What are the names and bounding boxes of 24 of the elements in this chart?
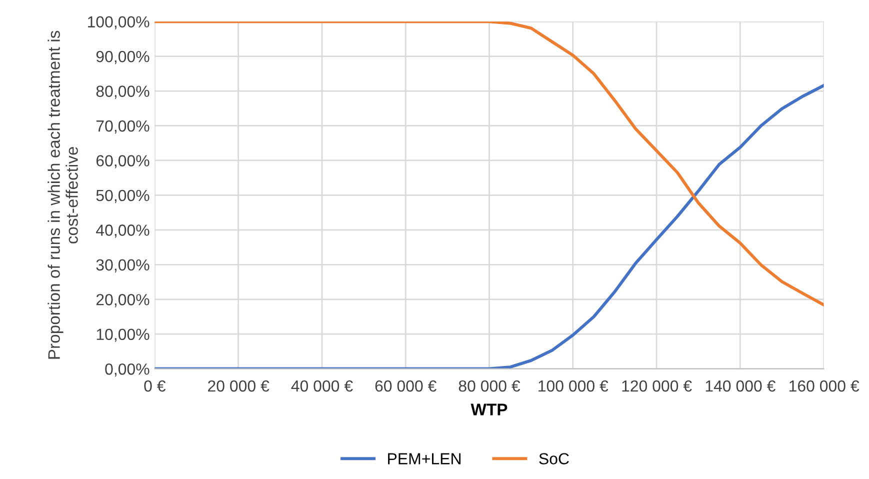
y-tick-label: 90,00% xyxy=(96,50,150,64)
y-tick-label: 80,00% xyxy=(96,86,150,99)
y-axis-title: Proportion of runs in which each treatment is cost-effective xyxy=(48,30,78,359)
x-tick-label: 100 000 € xyxy=(538,380,608,392)
y-tick-label: 70,00% xyxy=(96,120,150,134)
x-tick-label: 0 € xyxy=(144,380,166,392)
y-tick-label: 50,00% xyxy=(96,190,150,204)
y-tick-label: 60,00% xyxy=(96,155,150,168)
x-axis-title: WTP xyxy=(470,404,508,416)
y-tick-label: 0,00% xyxy=(105,363,150,377)
x-tick-label: 80 000 € xyxy=(458,380,520,392)
y-tick-label: 40,00% xyxy=(96,224,150,238)
y-tick-label: 30,00% xyxy=(96,259,150,272)
legend-label: SoC xyxy=(539,453,569,464)
y-tick-label: 10,00% xyxy=(96,328,150,342)
legend-label: PEM+LEN xyxy=(388,453,460,464)
y-tick-label: 100,00% xyxy=(88,16,150,30)
y-tick-label: 20,00% xyxy=(96,294,150,308)
x-tick-label: 40 000 € xyxy=(291,380,353,392)
x-tick-label: 140 000 € xyxy=(706,380,776,392)
x-tick-label: 120 000 € xyxy=(622,380,692,392)
x-tick-label: 20 000 € xyxy=(208,380,270,392)
x-tick-label: 160 000 € xyxy=(790,380,860,392)
x-tick-label: 60 000 € xyxy=(375,380,436,392)
